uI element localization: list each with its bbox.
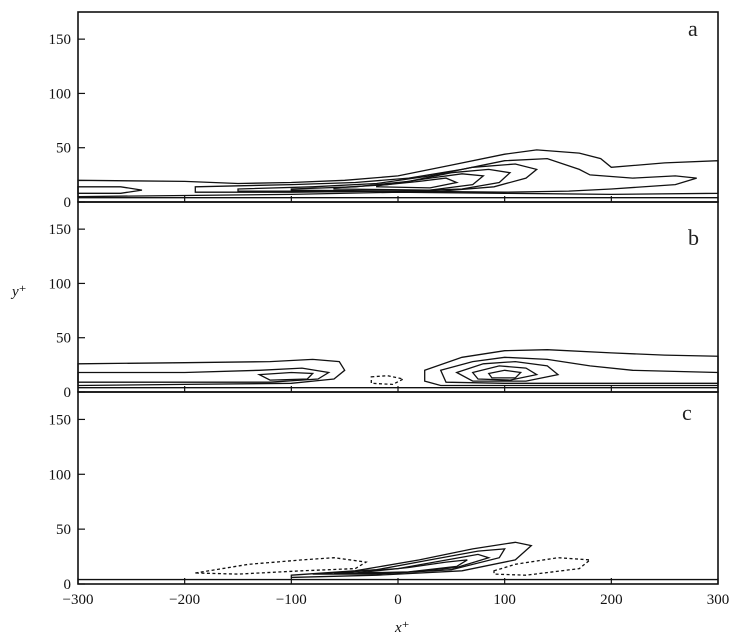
x-tick-label: 100 <box>493 592 516 608</box>
y-tick-label: 50 <box>56 522 71 538</box>
x-tick-label: 0 <box>394 592 402 608</box>
negative-contour <box>195 557 368 575</box>
x-tick-label: −300 <box>63 592 94 608</box>
panel-frame <box>77 201 719 393</box>
negative-contour <box>370 375 406 386</box>
y-tick-label: 0 <box>64 577 72 593</box>
positive-contour <box>77 358 346 387</box>
y-tick-label: 100 <box>49 86 72 102</box>
y-tick-label: 50 <box>56 141 71 157</box>
positive-contour <box>455 360 560 382</box>
positive-contour <box>77 367 331 383</box>
y-tick-label: 0 <box>64 385 72 401</box>
positive-contour <box>487 369 523 379</box>
panel-letter: b <box>688 225 699 250</box>
y-tick-label: 150 <box>49 222 72 238</box>
y-tick-label: 100 <box>49 276 72 292</box>
positive-contour <box>290 541 533 579</box>
positive-contour <box>77 149 719 198</box>
positive-contour <box>424 349 719 387</box>
y-tick-label: 150 <box>49 32 72 48</box>
negative-contour <box>493 557 592 576</box>
positive-contour <box>256 371 315 381</box>
positive-contour <box>355 559 468 574</box>
y-tick-label: 150 <box>49 412 72 428</box>
x-tick-label: −200 <box>169 592 200 608</box>
panel-b: 150 100 50 0 b <box>49 201 719 401</box>
positive-contour <box>77 186 143 194</box>
panel-frame <box>77 11 719 203</box>
positive-contour <box>290 168 512 192</box>
positive-contour <box>376 177 459 189</box>
y-tick-label: 0 <box>64 195 72 211</box>
x-tick-label: 300 <box>707 592 730 608</box>
panel-a: 150 100 50 0 a <box>49 11 719 211</box>
panel-letter: a <box>688 16 698 41</box>
panel-frame <box>77 391 719 585</box>
y-axis-label: y⁺ <box>10 284 27 300</box>
x-axis-label: x⁺ <box>394 620 410 636</box>
y-tick-label: 50 <box>56 331 71 347</box>
x-tick-label: 200 <box>600 592 623 608</box>
panel-letter: c <box>682 400 692 425</box>
positive-contour <box>471 365 539 381</box>
x-tick-label: −100 <box>276 592 307 608</box>
positive-contour <box>439 356 719 384</box>
positive-contour <box>333 173 485 191</box>
y-tick-label: 100 <box>49 467 72 483</box>
